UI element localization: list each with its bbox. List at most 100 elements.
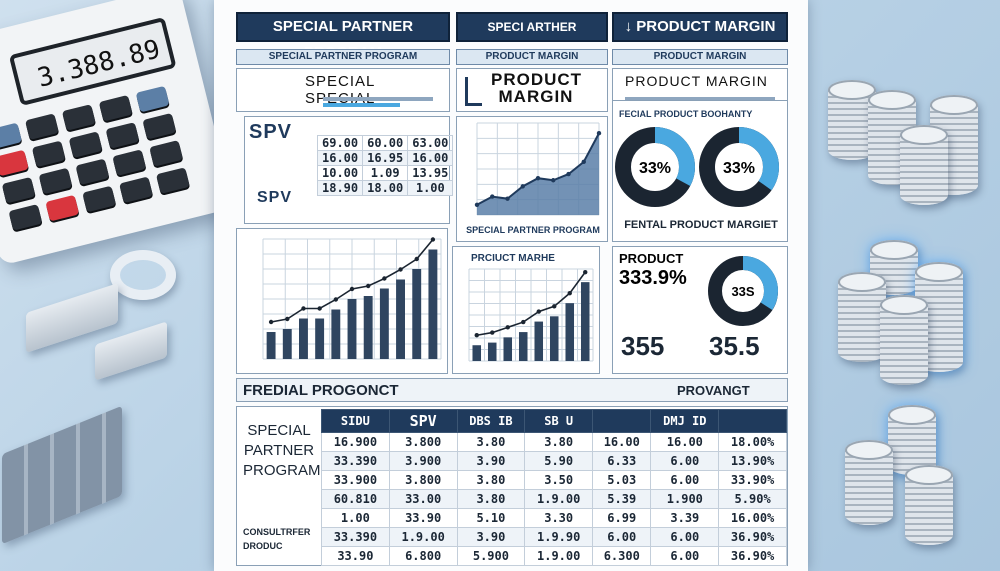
bar-chart-panel (236, 228, 448, 374)
table-cell: 3.50 (524, 470, 594, 490)
bar (549, 316, 559, 361)
bar (412, 269, 422, 359)
trend-point (430, 237, 436, 242)
kpi-donut: 33S (708, 256, 778, 326)
column-header: DBS IB (456, 409, 526, 433)
bar (580, 282, 590, 361)
bar (428, 249, 438, 359)
table-cell: 1.9.90 (524, 527, 594, 547)
bar (565, 303, 575, 361)
table-cell: 1.9.00 (524, 546, 594, 566)
table-cell: 33.90% (718, 470, 787, 490)
table-cell: 3.80 (456, 470, 526, 490)
table-cell: 6.00 (650, 546, 720, 566)
table-row: 33.390 3.900 3.90 5.90 6.33 6.00 13.90% (321, 451, 787, 471)
donut-segment (708, 256, 778, 326)
trend-point (365, 283, 371, 289)
trend-line (476, 271, 586, 337)
coin-stack (888, 405, 936, 475)
product-value: 333.9% (619, 267, 687, 289)
bar-chart-mid-label: PRCIUCT MARHE (471, 253, 555, 264)
trend-point (552, 304, 557, 309)
product-margin-right-title: PRODUCT MARGIN (625, 73, 768, 89)
table-cell: 3.39 (650, 508, 720, 528)
table-cell: 16.00 (592, 432, 652, 452)
area-point (596, 131, 602, 136)
table-cell: 3.90 (456, 451, 526, 471)
table-cell: 33.900 (321, 470, 390, 490)
table-row: 10.00 1.09 13.95 (316, 165, 454, 181)
bar (503, 337, 513, 361)
table-cell: 3.800 (388, 470, 458, 490)
table-cell: 6.00 (592, 527, 652, 547)
trend-point (317, 306, 322, 311)
bar (472, 345, 482, 361)
header-special-partner: SPECIAL PARTNER PROGRAM (236, 12, 450, 61)
calculator-keypad (0, 85, 190, 231)
table-row: 16.900 3.800 3.80 3.80 16.00 16.00 18.00% (321, 432, 787, 452)
bar (315, 318, 325, 359)
table-cell: 5.10 (456, 508, 526, 528)
area-point (490, 194, 495, 199)
donut-charts: 33% 33% (615, 127, 779, 207)
column-header: DMJ ID (650, 409, 720, 433)
product-kpi-panel: PRODUCT 333.9% 33S 355 35.5 (612, 246, 788, 374)
big-value-2: 35.5 (709, 331, 760, 361)
coin-stack (905, 465, 953, 545)
column-header: SB U (524, 409, 594, 433)
trend-point (382, 276, 387, 281)
bar (347, 299, 357, 359)
special-title-panel: SPECIAL SPECIAL (236, 68, 450, 112)
table-cell: 3.90 (456, 527, 526, 547)
bar (518, 332, 528, 361)
product-margin-title: PRODUCT MARGIN (491, 70, 583, 106)
metal-ring (110, 250, 176, 300)
bar-chart-mid (468, 268, 594, 362)
donut-segment (615, 127, 695, 207)
table-cell: 5.90% (718, 489, 787, 509)
subheader-special-partner: SPECIAL PARTNER PROGRAM (236, 49, 450, 65)
table-row: 18.90 18.00 1.00 (316, 180, 454, 196)
table-cell: 6.99 (592, 508, 652, 528)
trend-point (414, 256, 419, 262)
header-speci-arther: SPECI ARTHER PROGRAM (456, 12, 608, 60)
trend-point (505, 325, 510, 330)
table-cell: 5.39 (592, 489, 652, 509)
table-row: 33.900 3.800 3.80 3.50 5.03 6.00 33.90% (321, 470, 787, 490)
bar (534, 321, 544, 361)
bar-chart-large (262, 237, 442, 360)
table-cell: 1.9.00 (388, 527, 458, 547)
table-row: 60.810 33.00 3.80 1.9.00 5.39 1.900 5.90% (321, 489, 787, 509)
table-cell: 3.900 (388, 451, 458, 471)
bottom-table-panel: SPECIAL PARTNER PROGRAM CONSULTRFER DROD… (236, 406, 788, 566)
trend-point (301, 306, 306, 311)
product-label: PRODUCT (619, 251, 684, 266)
donut-segment (699, 127, 779, 207)
trend-point (333, 297, 339, 302)
table-cell: 3.80 (456, 489, 526, 509)
coin-stack (838, 272, 886, 362)
table-cell: 33.390 (321, 451, 390, 471)
table-cell: 6.00 (650, 470, 720, 490)
chart-mini-icon (465, 77, 482, 106)
spv-label-top: SPV (249, 121, 293, 143)
section-strip: FREDIAL PROGONCT PROVANGT (236, 378, 788, 402)
calculator: 3.388.89 (0, 0, 235, 266)
table-cell: 1.9.00 (524, 489, 594, 509)
table-cell: 1.900 (650, 489, 720, 509)
table-cell: 60.810 (321, 489, 390, 509)
strip-right-label: PROVANGT (677, 383, 750, 398)
coin-stack (900, 125, 948, 205)
spv-label-bottom: SPV (257, 189, 293, 206)
table-cell: 33.00 (388, 489, 458, 509)
bar (331, 309, 341, 359)
area-chart-caption: SPECIAL PARTNER PROGRAM (466, 225, 600, 235)
program-label: SPECIAL PARTNER PROGRAM (243, 422, 321, 479)
trend-point (567, 290, 572, 296)
program-footer: CONSULTRFER DRODUC (243, 527, 311, 551)
area-point (551, 178, 556, 183)
bar (266, 332, 276, 359)
column-header: SIDU (321, 409, 390, 433)
table-cell: 6.00 (650, 451, 720, 471)
table-cell: 6.800 (388, 546, 458, 566)
